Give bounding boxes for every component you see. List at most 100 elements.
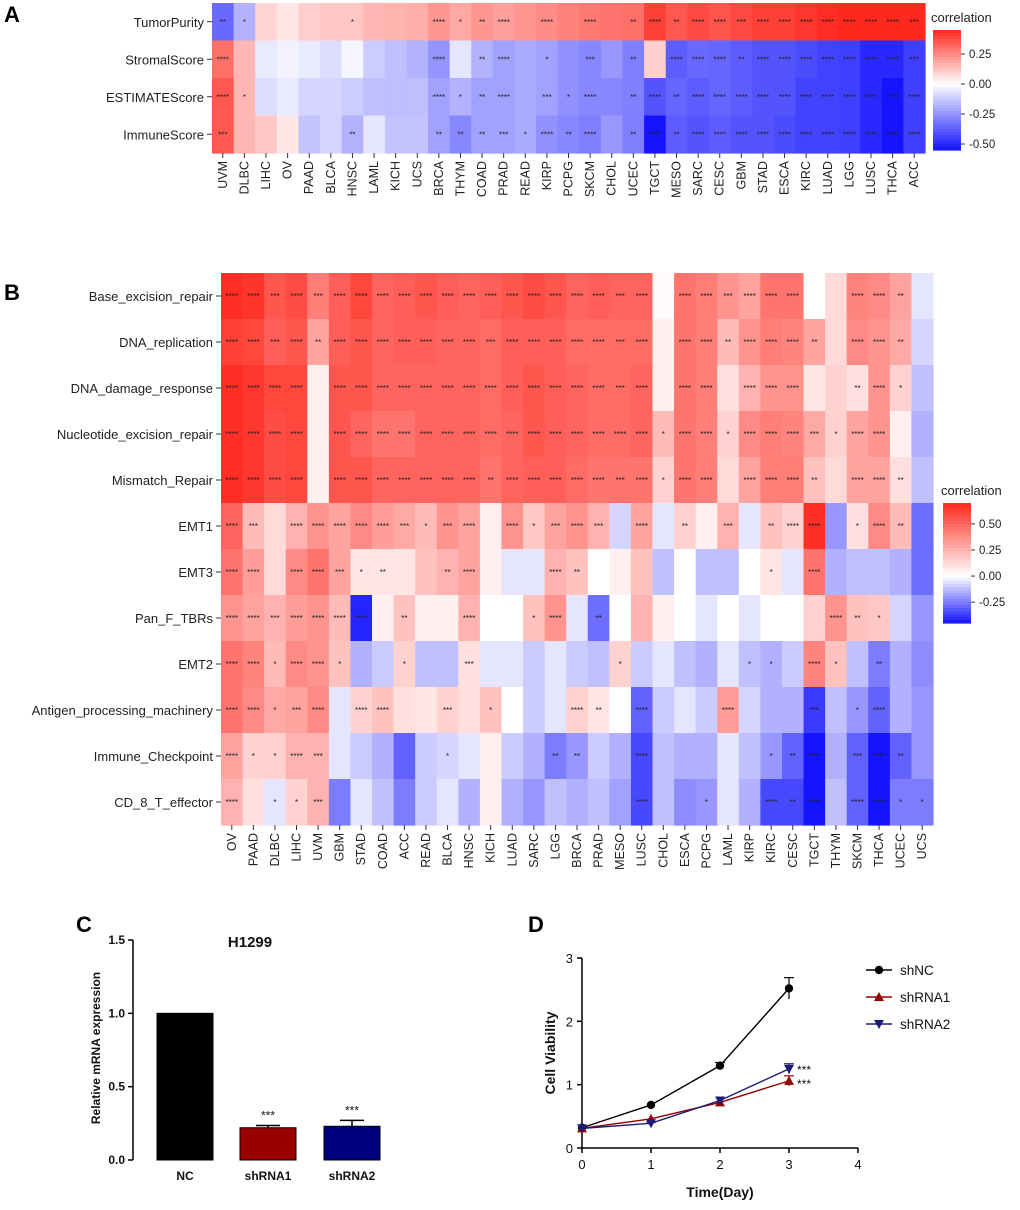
sig-mark-estimatescore-tgct: **** [649,93,661,102]
heat-cell-dna-damage-response-read [415,365,438,412]
heat-cell-emt3-brca [566,549,589,596]
legend-swatch [943,560,971,564]
heat-cell-estimatescore-kirp [536,78,559,117]
sig-mark-immunescore-cesc: **** [714,130,726,139]
sig-mark-tumorpurity-kirp: **** [541,18,553,27]
heat-cell-dna-replication-stad [350,319,373,366]
heat-cell-nucleotide-excision-repair-meso [609,411,632,458]
sig-mark-stromalscore-kirc: **** [800,55,812,64]
heat-cell-nucleotide-excision-repair-luad [501,411,524,458]
col-label-prad: PRAD [497,161,511,196]
heat-cell-nucleotide-excision-repair-sarc [523,411,546,458]
heat-cell-emt1-sarc [523,503,546,550]
sig-mark-nucleotide-excision-repair-lgg: **** [549,430,561,439]
sig-mark-dna-replication-laml: ** [725,338,731,347]
heat-cell-immunescore-thca [881,115,904,154]
heat-cell-stromalscore-kich [384,40,408,79]
heat-cell-cd-8-t-effector-thym [825,779,848,826]
heat-cell-emt2-laml [717,641,740,688]
sig-mark-mismatch-repair-pcpg: **** [700,476,712,485]
sig-mark-pan-f-tbrs-acc: ** [401,614,407,623]
legend-swatch [933,45,961,49]
heat-cell-dna-replication-paad [242,319,265,366]
heat-cell-dna-damage-response-ucs [911,365,934,412]
heat-cell-estimatescore-ucs [406,78,429,117]
heat-cell-stromalscore-blca [320,40,343,79]
sig-mark-emt1-sarc: * [532,522,535,531]
sig-mark-nucleotide-excision-repair-cesc: **** [787,430,799,439]
sig-mark-nucleotide-excision-repair-laml: * [726,430,729,439]
heat-cell-emt2-stad [350,641,373,688]
heat-cell-immunescore-hnsc [341,115,364,154]
heat-cell-pan-f-tbrs-ov [221,595,244,642]
heat-cell-nucleotide-excision-repair-lgg [544,411,567,458]
sig-mark-stromalscore-thca: **** [886,55,898,64]
sig-mark-base-excision-repair-paad: **** [247,292,259,301]
heat-cell-emt1-chol [652,503,675,550]
col-label-brca: BRCA [432,160,446,195]
heat-cell-nucleotide-excision-repair-laml [717,411,740,458]
sig-mark-dna-damage-response-esca: **** [679,384,691,393]
legend-swatch [933,129,961,133]
sig-mark-cd-8-t-effector-cesc: ** [790,798,796,807]
sig-mark-immunescore-pcpg: ** [565,130,571,139]
heat-cell-pan-f-tbrs-gbm [328,595,352,642]
heat-cell-tumorpurity-cesc [708,3,732,42]
heat-cell-tumorpurity-esca [773,3,796,42]
heat-cell-antigen-processing-machinery-sarc [523,687,546,734]
heat-cell-emt1-pcpg [695,503,718,550]
heat-cell-base-excision-repair-uvm [307,273,330,320]
sig-mark-mismatch-repair-lusc: **** [636,476,648,485]
legend-swatch [943,611,971,615]
heat-cell-cd-8-t-effector-meso [609,779,632,826]
heat-cell-emt2-dlbc [264,641,287,688]
col-label-brca: BRCA [570,832,584,867]
heat-cell-dna-replication-chol [652,319,675,366]
data-point-shrna2 [577,1124,587,1134]
sig-mark-dna-replication-cesc: **** [787,338,799,347]
sig-mark-stromalscore-coad: ** [479,55,485,64]
heat-cell-emt3-sarc [523,549,546,596]
heat-cell-pan-f-tbrs-sarc [523,595,546,642]
data-point-shrna2 [646,1119,656,1129]
heat-cell-stromalscore-prad [492,40,516,79]
heat-cell-mismatch-repair-skcm [846,457,869,504]
heat-cell-pan-f-tbrs-uvm [307,595,330,642]
sig-mark-dna-damage-response-luad: **** [506,384,518,393]
heat-cell-emt3-coad [372,549,395,596]
sig-mark-emt1-gbm: **** [333,522,345,531]
heat-cell-nucleotide-excision-repair-chol [652,411,675,458]
sig-mark-estimatescore-uvm: **** [217,93,229,102]
heat-cell-dna-damage-response-kirc [760,365,783,412]
heat-cell-antigen-processing-machinery-read [415,687,438,734]
legend-swatch [943,602,971,606]
sig-mark-dna-replication-lgg: **** [549,338,561,347]
sig-mark-antigen-processing-machinery-coad: **** [377,706,389,715]
row-label-emt2: EMT2 [178,657,213,672]
heat-cell-emt2-lihc [285,641,308,688]
col-label-kirp: KIRP [743,833,757,862]
col-label-kirp: KIRP [540,161,554,190]
heat-cell-immunescore-tgct [644,115,667,154]
heat-cell-estimatescore-ucec [622,78,645,117]
sig-mark-nucleotide-excision-repair-tgct: *** [810,430,819,439]
sig-mark-emt1-lgg: *** [551,522,560,531]
sig-mark-dna-replication-coad: **** [377,338,389,347]
heat-cell-mismatch-repair-ov [221,457,244,504]
sig-mark-base-excision-repair-uvm: *** [313,292,322,301]
sig-mark-mismatch-repair-cesc: **** [787,476,799,485]
heat-cell-mismatch-repair-paad [242,457,265,504]
sig-mark-pan-f-tbrs-thym: **** [830,614,842,623]
legend-swatch [943,515,971,519]
col-label-skcm: SKCM [583,161,597,197]
sig-mark-dna-replication-stad: **** [355,338,367,347]
sig-mark-immunescore-thca: **** [886,130,898,139]
row-label-base-excision-repair: Base_excision_repair [89,289,214,304]
heat-cell-immune-checkpoint-cesc [781,733,805,780]
heat-cell-nucleotide-excision-repair-hnsc [458,411,481,458]
heat-cell-cd-8-t-effector-brca [566,779,589,826]
heat-cell-dna-damage-response-brca [566,365,589,412]
heat-cell-pan-f-tbrs-paad [242,595,265,642]
heat-cell-dna-damage-response-lusc [630,365,654,412]
col-label-cesc: CESC [713,161,727,196]
